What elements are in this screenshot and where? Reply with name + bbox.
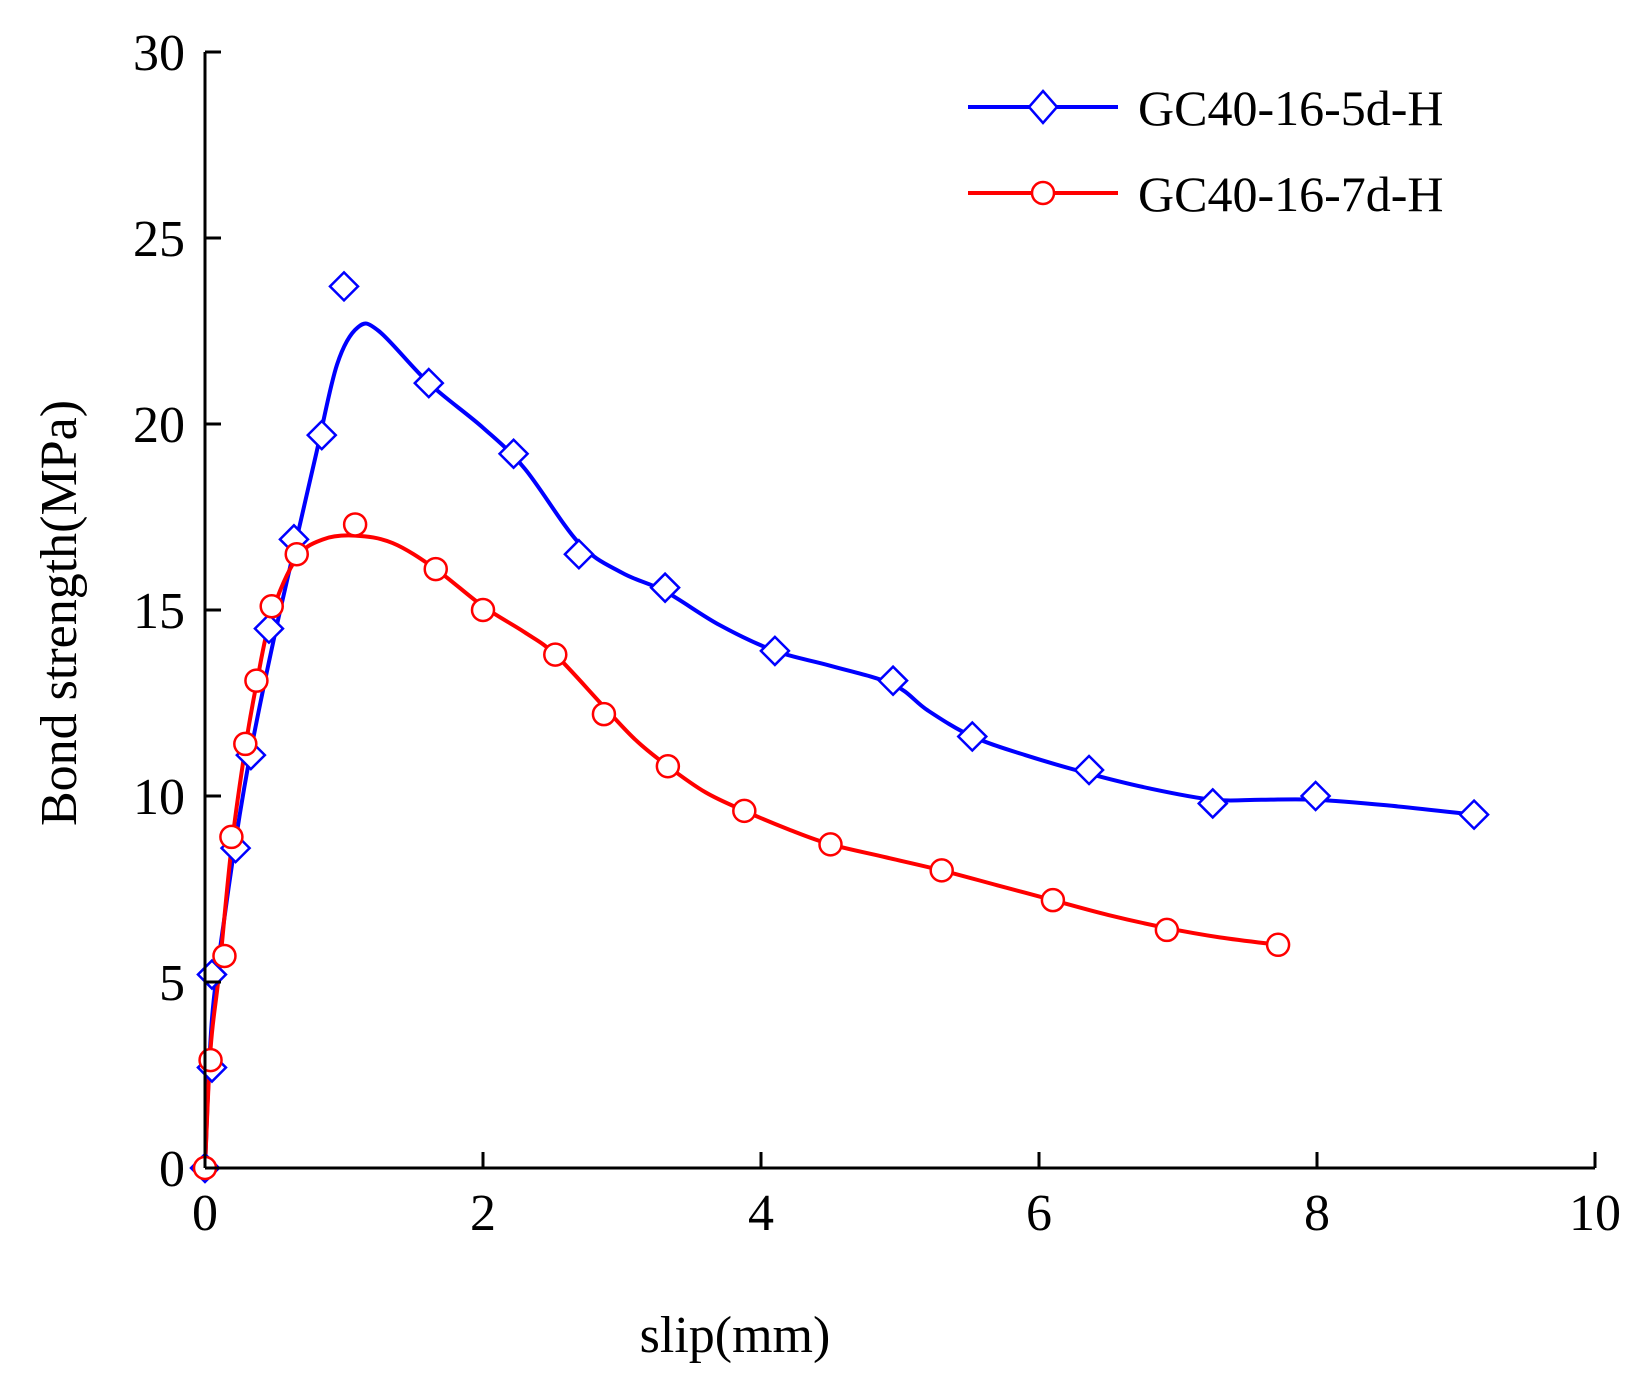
data-point-7d: [818, 832, 843, 857]
legend-label-5d: GC40-16-5d-H: [1138, 80, 1444, 136]
y-tick-label: 15: [133, 583, 185, 640]
data-point-5d: [253, 612, 285, 645]
data-point-5d: [305, 419, 338, 451]
axes: 0 2 4 6 8 10 0 5 10 15 20 25 30: [133, 25, 1621, 1242]
legend-label-7d: GC40-16-7d-H: [1138, 166, 1444, 222]
x-tick-label: 0: [192, 1185, 218, 1242]
data-point-7d: [655, 753, 681, 779]
y-tick-label: 0: [159, 1141, 185, 1198]
y-axis-title: Bond strength(MPa): [31, 400, 88, 826]
data-point-5d: [956, 720, 989, 753]
data-point-7d: [233, 731, 258, 757]
x-tick-label: 6: [1026, 1185, 1052, 1242]
data-point-7d: [342, 512, 368, 537]
data-point-7d: [198, 1047, 223, 1073]
data-point-7d: [732, 798, 757, 824]
data-point-7d: [1265, 932, 1291, 958]
data-point-5d: [497, 437, 530, 470]
data-point-7d: [259, 594, 284, 619]
series-curves: [203, 321, 1475, 1169]
data-point-5d: [328, 270, 360, 303]
y-tick-label: 20: [133, 397, 185, 454]
x-axis-title: slip(mm): [640, 1307, 831, 1364]
data-point-7d: [284, 541, 309, 567]
legend: GC40-16-5d-H GC40-16-7d-H: [968, 80, 1444, 222]
data-point-7d: [244, 668, 269, 693]
legend-item-7d: GC40-16-7d-H: [968, 166, 1444, 222]
data-point-7d: [1040, 887, 1066, 913]
legend-circle-marker: [1030, 180, 1056, 206]
series-markers: [189, 270, 1490, 1184]
y-tick-label: 5: [159, 955, 185, 1012]
data-point-5d: [1299, 780, 1332, 812]
x-tick-label: 2: [470, 1185, 496, 1242]
data-point-5d: [759, 635, 791, 667]
y-tick-label: 10: [133, 769, 185, 826]
series-line-5d: [203, 321, 1475, 1169]
data-point-7d: [212, 943, 237, 969]
data-point-7d: [591, 701, 617, 727]
data-point-7d: [470, 597, 496, 623]
data-point-7d: [929, 858, 954, 883]
x-tick-label: 4: [748, 1185, 774, 1242]
data-point-5d: [413, 367, 445, 399]
y-tick-label: 25: [133, 211, 185, 268]
data-point-5d: [649, 571, 681, 604]
x-tick-label: 8: [1304, 1185, 1330, 1242]
data-point-5d: [1458, 798, 1490, 831]
data-point-5d: [1196, 787, 1229, 820]
data-point-5d: [1073, 754, 1105, 786]
series-line-7d: [203, 533, 1279, 1169]
data-point-7d: [219, 824, 244, 850]
data-point-5d: [877, 664, 909, 697]
data-point-7d: [543, 642, 568, 667]
y-tick-label: 30: [133, 25, 185, 82]
data-point-7d: [423, 556, 448, 582]
data-point-5d: [563, 538, 595, 570]
data-point-7d: [1154, 917, 1180, 943]
legend-item-5d: GC40-16-5d-H: [968, 80, 1444, 136]
legend-diamond-marker: [1027, 89, 1059, 125]
x-tick-label: 10: [1569, 1185, 1621, 1242]
